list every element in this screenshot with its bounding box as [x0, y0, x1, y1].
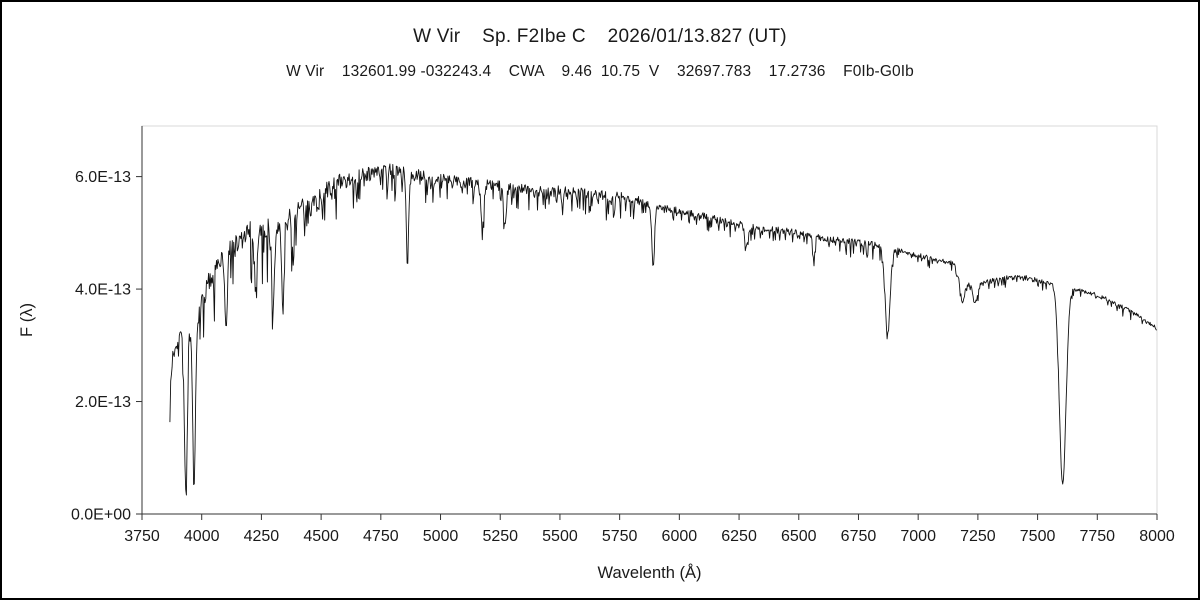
- x-tick-label: 4000: [184, 528, 220, 545]
- x-tick-label: 5000: [423, 528, 459, 545]
- x-tick-label: 6500: [781, 528, 817, 545]
- x-tick-label: 6000: [662, 528, 698, 545]
- x-tick-label: 8000: [1139, 528, 1175, 545]
- x-tick-label: 4250: [244, 528, 280, 545]
- x-tick-label: 7000: [900, 528, 936, 545]
- x-tick-label: 5750: [602, 528, 638, 545]
- x-tick-label: 6250: [721, 528, 757, 545]
- x-tick-label: 4500: [303, 528, 339, 545]
- y-tick-label: 0.0E+00: [71, 507, 131, 524]
- y-tick-label: 2.0E-13: [75, 394, 131, 411]
- chart-subtitle: W Vir 132601.99 -032243.4 CWA 9.46 10.75…: [286, 63, 914, 80]
- x-tick-label: 3750: [124, 528, 160, 545]
- y-axis-title: F (λ): [18, 303, 36, 337]
- y-tick-label: 6.0E-13: [75, 169, 131, 186]
- y-tick-label: 4.0E-13: [75, 282, 131, 299]
- plot-area: [141, 125, 1158, 515]
- x-tick-label: 5500: [542, 528, 578, 545]
- spectrum-line: [169, 163, 1157, 496]
- x-tick-label: 4750: [363, 528, 399, 545]
- chart-title: W Vir Sp. F2Ibe C 2026/01/13.827 (UT): [413, 26, 787, 47]
- x-tick-label: 6750: [841, 528, 877, 545]
- x-tick-label: 5250: [482, 528, 518, 545]
- x-tick-label: 7750: [1079, 528, 1115, 545]
- x-tick-label: 7500: [1020, 528, 1056, 545]
- x-axis-title: Wavelenth (Å): [598, 563, 702, 582]
- x-tick-label: 7250: [960, 528, 996, 545]
